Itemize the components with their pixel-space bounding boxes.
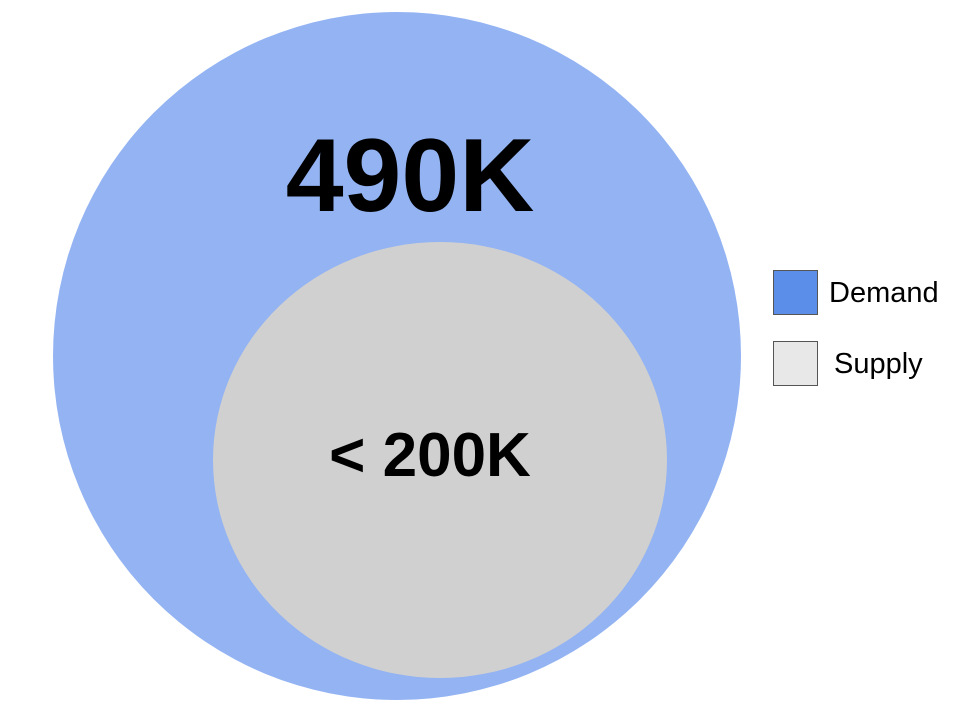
legend-item-demand: Demand — [773, 270, 963, 318]
supply-swatch — [773, 341, 818, 386]
supply-circle — [213, 242, 667, 678]
supply-value-label: < 200K — [329, 421, 531, 490]
demand-value-label: 490K — [286, 118, 535, 234]
legend-label-demand: Demand — [829, 277, 939, 309]
legend-label-supply: Supply — [834, 348, 923, 380]
legend-item-supply: Supply — [773, 341, 963, 389]
demand-swatch — [773, 270, 818, 315]
